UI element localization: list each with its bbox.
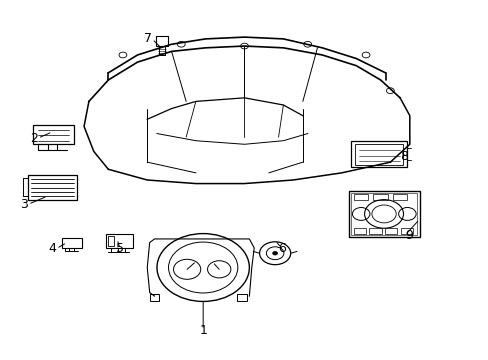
Text: 8: 8	[399, 149, 407, 163]
Text: 5: 5	[116, 242, 124, 255]
Bar	[384, 228, 396, 234]
Bar	[237, 294, 246, 301]
Bar	[149, 294, 159, 301]
Bar	[355, 144, 403, 165]
Circle shape	[272, 251, 277, 255]
Bar	[392, 194, 407, 200]
Text: 4: 4	[48, 242, 56, 255]
Bar	[400, 228, 412, 234]
Bar	[353, 228, 366, 234]
Bar	[28, 175, 77, 200]
Bar	[156, 36, 167, 46]
Bar	[33, 125, 74, 144]
Bar	[108, 236, 114, 246]
Bar	[351, 193, 416, 235]
Bar	[348, 191, 419, 237]
Bar	[353, 194, 368, 200]
Text: 7: 7	[144, 32, 152, 45]
Text: 9: 9	[404, 229, 412, 242]
Text: 2: 2	[30, 132, 38, 145]
Bar	[106, 234, 132, 248]
Text: 3: 3	[20, 198, 28, 211]
Bar	[62, 238, 81, 248]
Bar	[351, 141, 407, 167]
Bar	[369, 228, 381, 234]
Text: 1: 1	[199, 324, 207, 337]
Bar	[372, 194, 387, 200]
Text: 6: 6	[278, 242, 286, 255]
